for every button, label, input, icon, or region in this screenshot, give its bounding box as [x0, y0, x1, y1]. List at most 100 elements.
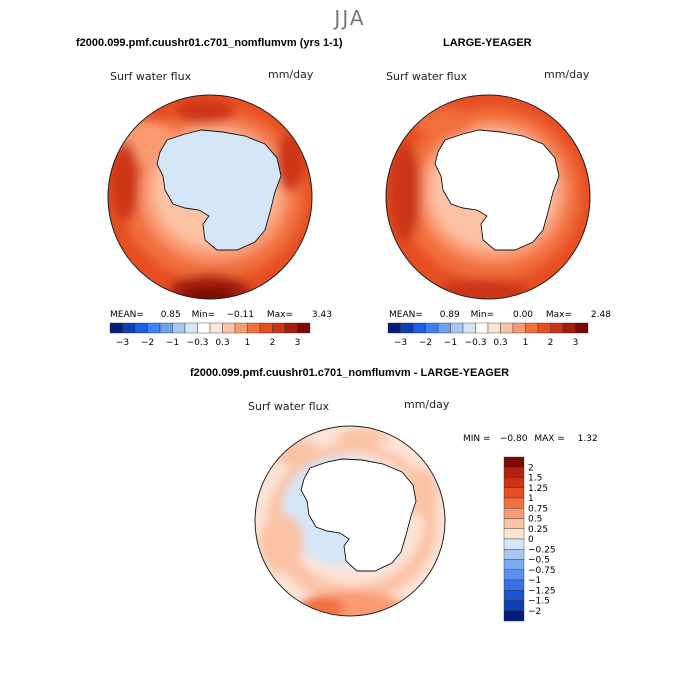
panel1-max-label: Max= — [266, 310, 294, 320]
panel1-min-label: Min= — [191, 310, 216, 320]
panel1-colorbar-swatch — [147, 322, 161, 334]
panel3-colorbar-label: −1.5 — [528, 597, 550, 607]
panel2-colorbar-label: −2 — [419, 338, 432, 348]
panel3-colorbar-label: −0.5 — [528, 556, 550, 566]
panel1-colorbar: −3 −2 −1 −0.3 0.3 1 2 3 — [109, 322, 311, 348]
panel3-colorbar-swatch — [503, 518, 525, 529]
panel3-units-label: mm/day — [404, 398, 450, 411]
panel3-map — [254, 425, 446, 617]
panel1-colorbar-swatch — [134, 322, 148, 334]
panel1-colorbar-label: −3 — [116, 338, 129, 348]
panel2-colorbar-swatch — [550, 322, 564, 334]
panel1-colorbar-swatch — [197, 322, 211, 334]
panel1-colorbar-swatch — [122, 322, 136, 334]
panel1-colorbar-swatch — [159, 322, 173, 334]
panel2-colorbar-swatch — [475, 322, 489, 334]
panel1-colorbar-swatch — [259, 322, 273, 334]
panel2-colorbar-label: −3 — [394, 338, 407, 348]
panel1-colorbar-swatch — [297, 322, 311, 334]
panel2-colorbar-swatch — [462, 322, 476, 334]
panel1-colorbar-swatch — [172, 322, 186, 334]
panel3-colorbar: 21.51.2510.750.50.250−0.25−0.5−0.75−1−1.… — [503, 456, 556, 622]
panel3-colorbar-swatch — [503, 579, 525, 591]
panel3-min-label: MIN = — [463, 434, 491, 444]
panel3-colorbar-swatch — [503, 569, 525, 581]
panel3-colorbar-swatch — [503, 477, 525, 488]
panel2-stats: MEAN= 0.89 Min= 0.00 Max= 2.48 — [389, 310, 611, 320]
panel2-colorbar-swatch — [537, 322, 551, 334]
panel3-colorbar-label: −1 — [528, 576, 541, 586]
panel3-colorbar-swatch — [503, 538, 525, 550]
panel3-colorbar-label: 0 — [528, 535, 534, 545]
panel1-units-label: mm/day — [268, 68, 314, 81]
panel2-colorbar-label: 2 — [548, 338, 554, 348]
panel1-colorbar-label: 2 — [270, 338, 276, 348]
panel2-units-label: mm/day — [544, 68, 590, 81]
panel3-colorbar-swatch — [503, 610, 525, 622]
panel3-antarctica — [300, 458, 417, 572]
panel2-antarctica — [434, 129, 560, 251]
panel2-mean-label: MEAN= — [389, 310, 423, 320]
panel3-colorbar-label: 1.5 — [528, 474, 542, 484]
panel2-colorbar-swatch — [450, 322, 464, 334]
panel1-colorbar-swatch — [109, 322, 123, 334]
panel2-colorbar-swatch — [400, 322, 414, 334]
panel3-colorbar-swatch — [503, 600, 525, 611]
panel2-colorbar-swatch — [387, 322, 401, 334]
panel2-colorbar-swatch — [487, 322, 501, 334]
panel3-field-label: Surf water flux — [248, 400, 330, 413]
panel1-colorbar-label: 0.3 — [215, 338, 229, 348]
panel3-colorbar-swatch — [503, 487, 525, 499]
panel3-colorbar-label: −0.25 — [528, 545, 556, 555]
season-title: JJA — [334, 6, 366, 30]
panel1-map — [107, 94, 313, 300]
panel1-colorbar-swatch — [222, 322, 236, 334]
panel2-colorbar-swatch — [512, 322, 526, 334]
panel3-colorbar-swatch — [503, 508, 525, 519]
panel1-mean-label: MEAN= — [110, 310, 144, 320]
panel3-colorbar-label: 1.25 — [528, 484, 548, 494]
panel2-field-label: Surf water flux — [386, 70, 468, 83]
panel3-max-value: 1.32 — [577, 434, 598, 444]
panel1-min-value: −0.11 — [226, 310, 255, 320]
panel2-colorbar-label: 0.3 — [493, 338, 507, 348]
panel3-colorbar-swatch — [503, 528, 525, 540]
panel3-colorbar-swatch — [503, 497, 525, 509]
panel1-colorbar-label: −0.3 — [187, 338, 209, 348]
panel1-title: f2000.099.pmf.cuushr01.c701_nomflumvm (y… — [76, 37, 343, 49]
panel2-map-border — [385, 94, 591, 300]
panel2-min-value: 0.00 — [512, 310, 534, 320]
panel2-max-label: Max= — [545, 310, 573, 320]
panel3-colorbar-swatch — [503, 549, 525, 560]
panel1-max-value: 3.43 — [311, 310, 332, 320]
panel2-colorbar-label: 1 — [523, 338, 529, 348]
panel2-colorbar: −3 −2 −1 −0.3 0.3 1 2 3 — [387, 322, 589, 348]
panel1-colorbar-swatch — [247, 322, 261, 334]
panel3-colorbar-label: −0.75 — [528, 566, 556, 576]
panel3-colorbar-label: 1 — [528, 494, 534, 504]
panel3-colorbar-swatch — [503, 467, 525, 478]
panel1-map-border — [107, 94, 313, 300]
panel3-colorbar-label: −2 — [528, 607, 541, 617]
panel3-colorbar-swatch — [503, 590, 525, 601]
panel3-colorbar-label: 0.25 — [528, 525, 548, 535]
panel2-colorbar-swatch — [425, 322, 439, 334]
panel1-colorbar-swatch — [209, 322, 223, 334]
panel1-colorbar-label: 1 — [245, 338, 251, 348]
panel3-title: f2000.099.pmf.cuushr01.c701_nomflumvm - … — [190, 367, 510, 379]
panel3-colorbar-label: −1.25 — [528, 586, 556, 596]
panel2-colorbar-label: −1 — [444, 338, 457, 348]
panel3-colorbar-label: 0.5 — [528, 515, 542, 525]
panel3-max-label: MAX = — [534, 434, 565, 444]
panel2-colorbar-label: 3 — [573, 338, 579, 348]
panel2-colorbar-swatch — [500, 322, 514, 334]
panel1-colorbar-swatch — [284, 322, 298, 334]
panel1-colorbar-swatch — [272, 322, 286, 334]
panel2-colorbar-swatch — [437, 322, 451, 334]
panel3-colorbar-label: 0.75 — [528, 504, 548, 514]
panel3-stats: MIN = −0.80 MAX = 1.32 — [463, 434, 598, 444]
panel2-map — [385, 94, 591, 300]
panel2-colorbar-label: −0.3 — [465, 338, 487, 348]
panel3-map-border — [254, 425, 446, 617]
panel1-field-label: Surf water flux — [110, 70, 192, 83]
